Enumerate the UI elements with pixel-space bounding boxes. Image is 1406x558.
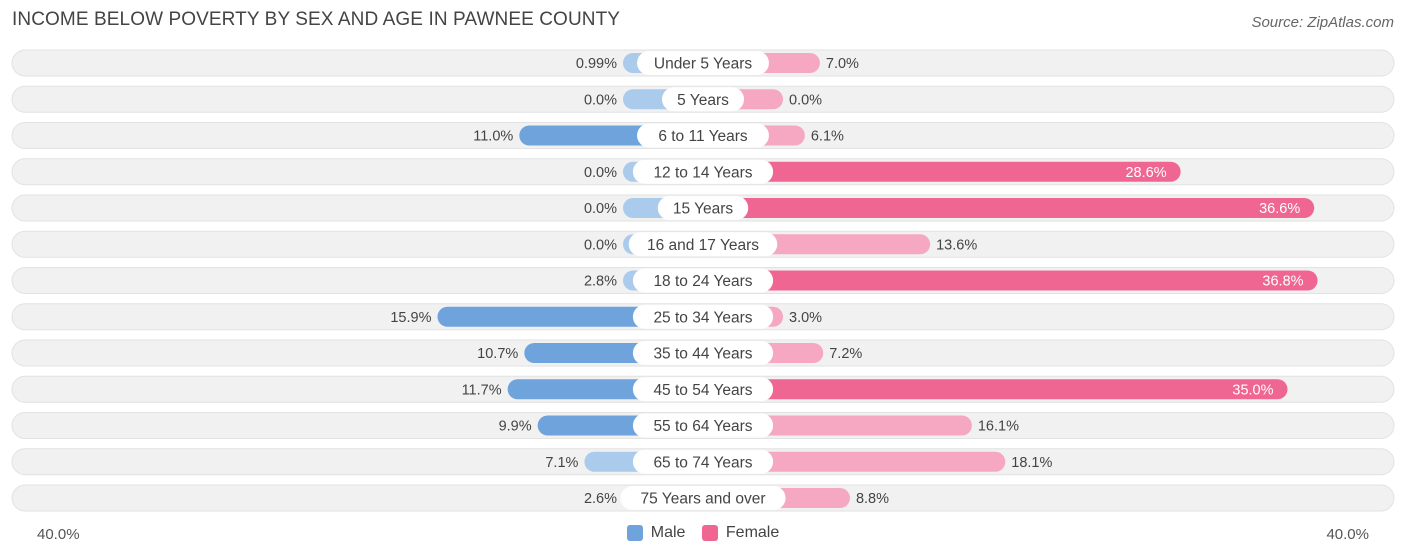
category-pill [632, 268, 774, 293]
legend-item-female[interactable]: Female [701, 524, 780, 542]
category-pill [657, 196, 749, 220]
value-label-female: 7.0% [826, 56, 859, 72]
category-label: 15 Years [673, 201, 734, 218]
category-pill [632, 413, 774, 438]
value-label-male: 11.7% [462, 382, 502, 398]
category-label: 45 to 54 Years [653, 382, 752, 399]
legend-label-female: Female [725, 524, 780, 541]
category-label: 55 to 64 Years [653, 418, 752, 435]
value-label-male: 0.99% [576, 56, 617, 72]
category-pill [620, 486, 786, 510]
category-label: 18 to 24 Years [653, 273, 752, 290]
value-label-female: 36.6% [1259, 201, 1300, 217]
chart-title: INCOME BELOW POVERTY BY SEX AND AGE IN P… [12, 9, 621, 30]
value-label-female: 18.1% [1011, 455, 1052, 471]
category-pill [628, 232, 778, 257]
value-label-female: 36.8% [1262, 274, 1303, 290]
value-label-male: 10.7% [477, 346, 518, 362]
bar-female [703, 161, 1181, 182]
bar-female [703, 198, 1315, 218]
category-pill [632, 159, 774, 184]
value-label-male: 0.0% [584, 92, 617, 108]
category-pill [632, 377, 774, 402]
legend-swatch-female [701, 525, 718, 541]
value-label-male: 2.8% [584, 274, 617, 290]
category-pill [632, 341, 774, 365]
legend-item-male[interactable]: Male [626, 524, 686, 542]
legend-label-male: Male [650, 524, 686, 541]
legend-swatch-male [626, 525, 643, 541]
value-label-male: 0.0% [584, 165, 617, 181]
chart-source: Source: ZipAtlas.com [1251, 14, 1394, 31]
value-label-female: 16.1% [978, 419, 1019, 435]
category-pill [632, 304, 774, 329]
value-label-male: 11.0% [473, 129, 513, 145]
legend: Male Female [0, 524, 1406, 546]
category-pill [632, 449, 774, 474]
bar-female [703, 451, 1006, 472]
category-label: 16 and 17 Years [647, 237, 759, 254]
value-label-female: 6.1% [811, 129, 844, 145]
category-pill [637, 123, 769, 148]
axis-label-left: 40.0% [37, 526, 80, 543]
value-label-female: 7.2% [829, 346, 862, 362]
bar-female [703, 270, 1318, 291]
value-label-female: 8.8% [856, 491, 889, 507]
category-pill [637, 51, 769, 75]
value-label-female: 28.6% [1125, 165, 1166, 181]
category-label: Under 5 Years [654, 56, 752, 73]
category-pill [661, 87, 745, 112]
value-label-male: 15.9% [390, 310, 431, 326]
value-label-female: 0.0% [789, 92, 822, 108]
category-label: 35 to 44 Years [653, 346, 752, 363]
category-label: 12 to 14 Years [653, 164, 752, 181]
value-label-male: 2.6% [584, 491, 617, 507]
category-label: 65 to 74 Years [653, 454, 752, 471]
category-label: 6 to 11 Years [658, 128, 748, 145]
value-label-male: 0.0% [584, 237, 617, 253]
category-label: 25 to 34 Years [653, 309, 752, 326]
value-label-male: 7.1% [545, 455, 578, 471]
category-label: 75 Years and over [641, 491, 766, 508]
bar-female [703, 379, 1288, 400]
axis-label-right: 40.0% [1326, 526, 1369, 543]
value-label-female: 35.0% [1232, 382, 1273, 398]
chart-svg: 0.99% 7.0% Under 5 Years 0.0% 0.0% 5 Years 11.… [11, 49, 1395, 512]
value-label-female: 13.6% [936, 237, 977, 253]
category-label: 5 Years [677, 92, 729, 109]
value-label-male: 9.9% [499, 419, 532, 435]
value-label-female: 3.0% [789, 310, 822, 326]
value-label-male: 0.0% [584, 201, 617, 217]
